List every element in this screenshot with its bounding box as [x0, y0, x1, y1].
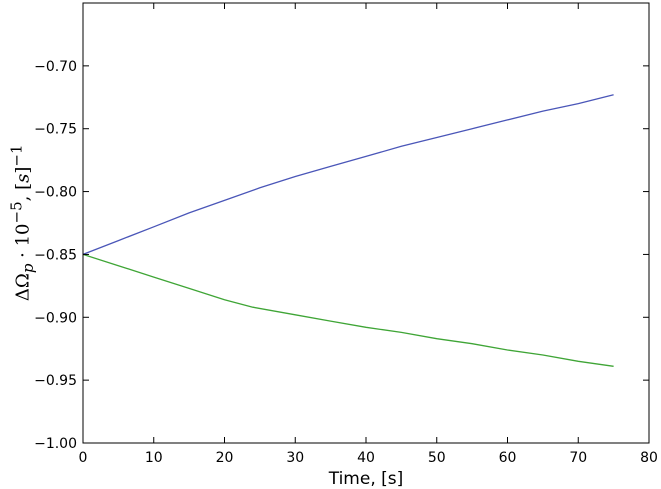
x-tick-label: 30 [286, 450, 304, 466]
x-tick-label: 10 [145, 450, 163, 466]
plot-frame [82, 2, 650, 444]
y-tick-label: −0.75 [34, 122, 77, 138]
x-tick-label: 60 [499, 450, 517, 466]
x-tick-label: 40 [357, 450, 375, 466]
x-tick-label: 80 [640, 450, 658, 466]
x-axis-label: Time, [s] [328, 469, 404, 489]
y-tick-label: −0.90 [34, 310, 77, 326]
y-tick-label: −0.70 [34, 59, 77, 75]
y-tick-label: −1.00 [34, 436, 77, 452]
y-tick-label: −0.95 [34, 373, 77, 389]
series-line-upper [82, 94, 614, 256]
series-layer [82, 94, 614, 367]
tick-layer: 0 10 20 30 40 50 60 70 80 −1.00 −0.95 −0.90 −0.85 −0.… [34, 3, 658, 466]
series-line-lower [82, 253, 614, 367]
y-tick-label: −0.85 [34, 247, 77, 263]
y-tick-label: −0.80 [34, 185, 77, 201]
y-axis-label: ΔΩp · 10−5, [s]−1 [7, 144, 37, 302]
x-tick-label: 70 [569, 450, 587, 466]
x-tick-label: 20 [216, 450, 234, 466]
x-tick-label: 50 [428, 450, 446, 466]
x-tick-label: 0 [79, 450, 88, 466]
